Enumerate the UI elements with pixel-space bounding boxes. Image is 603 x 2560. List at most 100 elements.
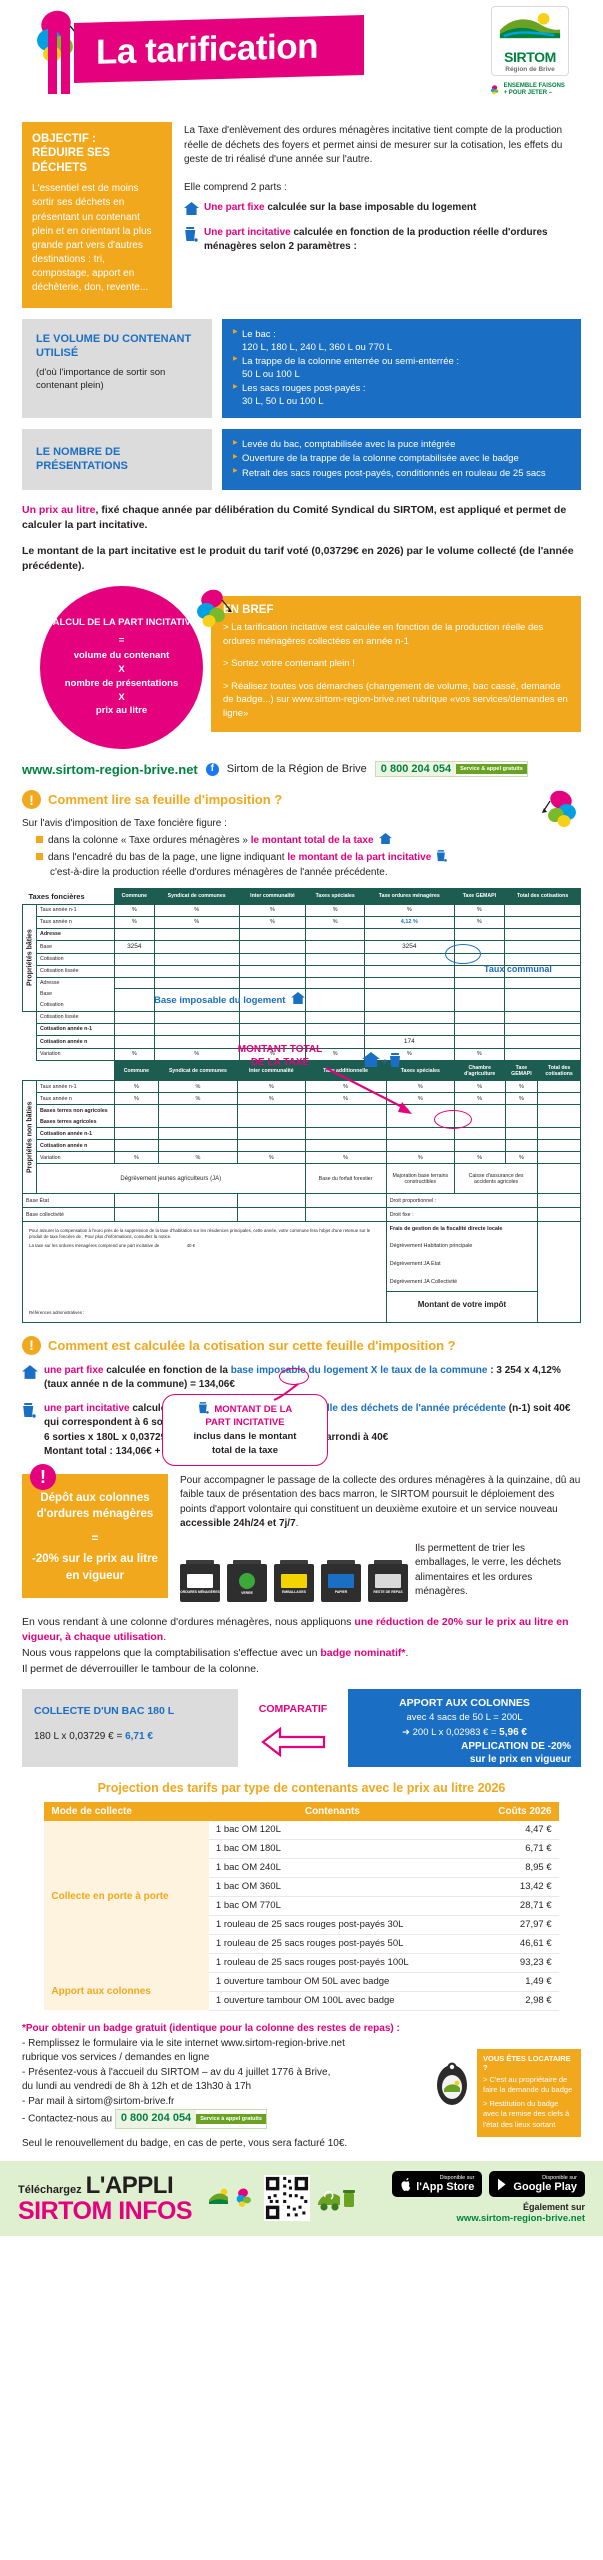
store-buttons-row: Disponible sur l'App Store Disponible su…: [392, 2171, 585, 2198]
annotation-house-plus-bin: +: [362, 1050, 402, 1075]
item-main: Les sacs rouges post-payés :: [242, 383, 366, 395]
cell: [364, 1022, 455, 1036]
trash-bin-icon: [198, 1402, 209, 1414]
phone-free-note: Service à appel gratuits: [196, 2114, 266, 2125]
square-bullet-icon: [36, 836, 43, 844]
cell: [385, 1139, 455, 1153]
table-header-row: Taxes foncières Commune Syndicat de comm…: [22, 888, 581, 905]
bullet2-strong: le montant de la part incitative: [287, 852, 432, 864]
comparatif-right: APPORT AUX COLONNES avec 4 sacs de 50 L …: [348, 1688, 581, 1767]
cell: %: [153, 1047, 240, 1061]
cell: [114, 927, 155, 941]
table-row: Pour assurer la compensation à l'euro pr…: [22, 1221, 581, 1323]
cell: [157, 1104, 239, 1129]
cell: %: [114, 1092, 159, 1106]
cell: [304, 1104, 387, 1129]
droit-fixe-label: Droit fixe :: [385, 1207, 539, 1223]
bin-body: VERRE: [227, 1563, 267, 1602]
google-play-icon: [498, 2178, 507, 2191]
cell: [305, 939, 366, 954]
calcul-title: CALCUL DE LA PART INCITATIVE: [45, 617, 198, 629]
prix-rest: , fixé chaque année par délibération du …: [22, 503, 567, 531]
facebook-page-name[interactable]: Sirtom de la Région de Brive: [226, 763, 367, 776]
intro-block: La Taxe d'enlèvement des ordures ménagèr…: [184, 122, 581, 308]
cell: %: [237, 1092, 306, 1106]
bubble-line-3: inclus dans le montant: [193, 1430, 297, 1442]
cout: 8,95 €: [455, 1858, 559, 1878]
table-row: Cotisation lissée: [23, 1010, 581, 1024]
reduction-line2: Nous vous rappelons que la comptabilisat…: [22, 1646, 581, 1662]
table-row: Base: [23, 988, 581, 1000]
cell: [114, 1193, 159, 1209]
butterfly-icon: [197, 589, 232, 628]
prix-line1: Un prix au litre, fixé chaque année par …: [22, 503, 581, 533]
th-speciales: Taxes spéciales: [305, 888, 366, 905]
calcul-x2: X: [118, 691, 125, 703]
cell: [537, 1104, 581, 1129]
annotation-base-imposable-text: Base imposable du logement: [154, 995, 286, 1007]
cell: %: [453, 915, 506, 929]
cell: [114, 988, 155, 1000]
googleplay-button[interactable]: Disponible sur Google Play: [489, 2171, 585, 2198]
table-row: 1 bac OM 180L 6,71 €: [44, 1839, 559, 1859]
taux-highlight-ellipse: [445, 944, 481, 965]
phone-chip[interactable]: 0 800 204 054 Service & appel gratuits: [374, 761, 528, 778]
row-label: Taux année n-1: [36, 903, 115, 917]
objectif-text: L'essentiel est de moins sortir ses déch…: [32, 183, 152, 294]
badge-contact-line: - Contactez-nous au 0 800 204 054 Service…: [22, 2109, 581, 2130]
cell: %: [114, 1047, 155, 1061]
cell: [504, 999, 581, 1012]
cell: [537, 1193, 581, 1209]
cell: [364, 952, 455, 966]
contenant: 1 ouverture tambour OM 100L avec badge: [208, 1991, 456, 2011]
cout: 4,47 €: [455, 1820, 559, 1840]
table-row: 1 bac OM 770L 28,71 €: [44, 1896, 559, 1916]
majoration-label: Majoration base terrains constructibles: [385, 1163, 455, 1195]
tax-note-cell: Pour assurer la compensation à l'euro pr…: [22, 1221, 387, 1323]
cell: [453, 976, 506, 990]
comparatif-right-sub: avec 4 sacs de 50 L = 200L: [406, 1711, 523, 1723]
phone-chip[interactable]: 0 800 204 054 Service à appel gratuits: [114, 2109, 267, 2130]
cell: %: [453, 1080, 506, 1094]
comparatif-left-title: COLLECTE D'UN BAC 180 L: [34, 1704, 175, 1717]
cell: [364, 988, 455, 1000]
footer-url[interactable]: www.sirtom-region-brive.net: [456, 2213, 585, 2225]
cell: %: [238, 903, 307, 917]
th-contenants: Contenants: [208, 1801, 456, 1821]
bullet1-pre: dans la colonne « Taxe ordures ménagères…: [48, 835, 251, 847]
cell: [237, 1207, 306, 1223]
row-label: Variation: [36, 1151, 115, 1165]
phone-number[interactable]: 0 800 204 054: [115, 2110, 197, 2129]
note-incitative-pre: La taxe sur les ordures ménagères compre…: [29, 1243, 160, 1249]
cell: [504, 1104, 539, 1129]
qr-code-icon[interactable]: [264, 2174, 310, 2221]
bullet1-strong: le montant total de la taxe: [250, 835, 374, 847]
table-row: Base collectivité Droit fixe :: [22, 1207, 581, 1223]
tax-right-rows-cell: Frais de gestion de la fiscalité directe…: [385, 1221, 539, 1323]
cell: [453, 988, 506, 1000]
cell: [238, 964, 307, 978]
objectif-title: OBJECTIF : RÉDUIRE SES DÉCHETS: [32, 133, 110, 174]
bin-ordures-menageres: ORDURES MÉNAGÈRES: [180, 1559, 220, 1602]
facebook-icon[interactable]: f: [205, 762, 219, 776]
bubble-line-1: MONTANT DE LA: [172, 1402, 318, 1416]
left-calc-bold: 6,71 €: [125, 1730, 153, 1742]
phone-number[interactable]: 0 800 204 054: [375, 762, 457, 777]
appstore-button[interactable]: Disponible sur l'App Store: [392, 2171, 483, 2198]
section-lire-heading: ! Comment lire sa feuille d'imposition ?: [22, 790, 581, 810]
cell-cotisation-om: 174: [364, 1034, 455, 1049]
panel-volume: LE VOLUME DU CONTENANT UTILISÉ (d'où l'i…: [22, 318, 581, 419]
row-label: Bases terres agricoles: [36, 1116, 115, 1129]
enbref-wrap: EN BREF > La tarification incitative est…: [197, 586, 581, 733]
appl-l1: APPLICATION DE -20%: [461, 1740, 571, 1752]
panel-presentations-label: LE NOMBRE DE PRÉSENTATIONS: [22, 429, 212, 490]
section-lire-bullet-2: dans l'encadré du bas de la page, une li…: [22, 850, 581, 880]
website-link[interactable]: www.sirtom-region-brive.net: [22, 761, 198, 777]
cell: %: [114, 1080, 159, 1094]
cell: [537, 1163, 581, 1195]
th-inter: Inter communalité: [238, 888, 307, 905]
bin-caption: ORDURES MÉNAGÈRES: [180, 1590, 220, 1595]
exclamation-icon: !: [22, 790, 41, 810]
contenant: 1 rouleau de 25 sacs rouges post-payés 1…: [208, 1953, 456, 1973]
table-row: 1 bac OM 240L 8,95 €: [44, 1858, 559, 1878]
